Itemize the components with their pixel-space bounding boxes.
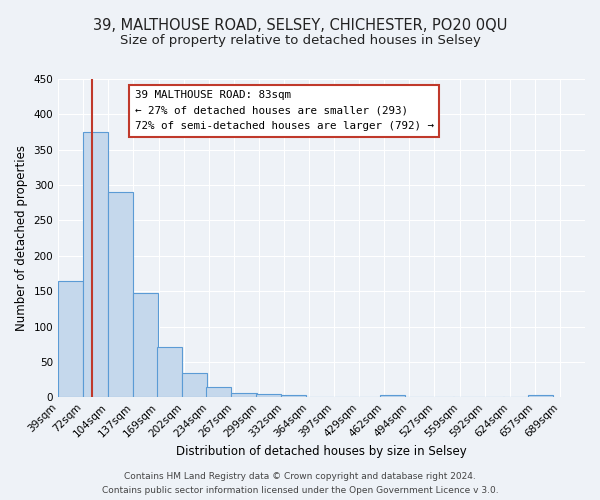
Bar — [232, 393, 257, 397]
Bar — [107, 192, 133, 397]
Text: Contains public sector information licensed under the Open Government Licence v : Contains public sector information licen… — [101, 486, 499, 495]
Bar — [133, 294, 158, 397]
X-axis label: Distribution of detached houses by size in Selsey: Distribution of detached houses by size … — [176, 444, 467, 458]
Bar — [281, 395, 306, 397]
Text: 39 MALTHOUSE ROAD: 83sqm
← 27% of detached houses are smaller (293)
72% of semi-: 39 MALTHOUSE ROAD: 83sqm ← 27% of detach… — [134, 90, 434, 132]
Bar — [157, 347, 182, 397]
Bar — [256, 394, 281, 397]
Bar — [58, 280, 83, 397]
Bar — [528, 395, 553, 397]
Bar — [182, 373, 207, 397]
Bar — [206, 386, 232, 397]
Bar — [83, 132, 109, 397]
Text: Contains HM Land Registry data © Crown copyright and database right 2024.: Contains HM Land Registry data © Crown c… — [124, 472, 476, 481]
Bar — [380, 395, 405, 397]
Y-axis label: Number of detached properties: Number of detached properties — [15, 145, 28, 331]
Text: Size of property relative to detached houses in Selsey: Size of property relative to detached ho… — [119, 34, 481, 47]
Text: 39, MALTHOUSE ROAD, SELSEY, CHICHESTER, PO20 0QU: 39, MALTHOUSE ROAD, SELSEY, CHICHESTER, … — [93, 18, 507, 32]
